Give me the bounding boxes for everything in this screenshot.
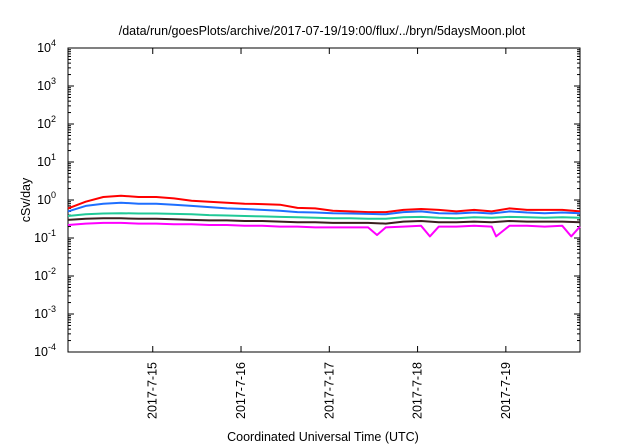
x-tick-label: 2017-7-18: [411, 362, 425, 419]
y-tick-label: 100: [37, 190, 56, 207]
y-tick-label: 101: [37, 152, 56, 169]
plot-frame: [67, 47, 581, 353]
y-axis-label: cSv/day: [19, 177, 33, 222]
y-tick-label: 104: [37, 38, 56, 55]
y-tick-label: 102: [37, 114, 56, 131]
x-tick-label: 2017-7-19: [499, 362, 513, 419]
y-tick-label: 103: [37, 76, 56, 93]
series-layer: [67, 194, 581, 238]
x-tick-label: 2017-7-17: [322, 362, 336, 419]
y-tick-label: 10-2: [34, 266, 56, 283]
y-tick-label: 10-4: [34, 342, 56, 359]
series-line-2: [67, 201, 581, 216]
x-tick-label: 2017-7-15: [146, 362, 160, 419]
x-tick-label: 2017-7-16: [234, 362, 248, 419]
series-line-1: [67, 194, 581, 214]
chart-title: /data/run/goesPlots/archive/2017-07-19/1…: [119, 24, 526, 38]
y-tick-label: 10-3: [34, 304, 56, 321]
y-tick-label: 10-1: [34, 228, 56, 245]
x-axis-label: Coordinated Universal Time (UTC): [227, 430, 419, 444]
x-axis-ticks: 2017-7-15 2017-7-16 2017-7-17 2017-7-18 2017…: [146, 48, 513, 419]
y-axis-ticks: 10-4 10-3 10-2 10-1 100 101 102 103 104: [34, 38, 580, 359]
series-line-5: [67, 221, 581, 238]
series-line-4: [67, 217, 581, 225]
series-line-3: [67, 212, 581, 220]
